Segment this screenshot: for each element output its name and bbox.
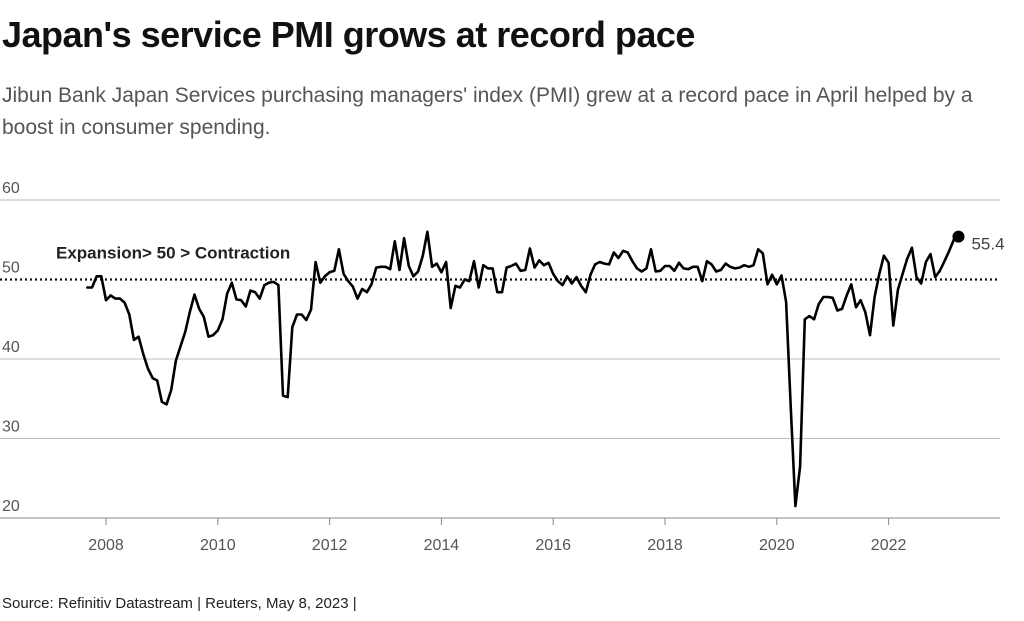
last-point-label: 55.4 xyxy=(971,235,1004,254)
chart-subtitle: Jibun Bank Japan Services purchasing man… xyxy=(2,84,973,139)
last-point-marker xyxy=(952,230,965,243)
y-tick-label: 50 xyxy=(2,260,20,277)
x-tick-label: 2014 xyxy=(424,537,460,554)
x-tick-label: 2020 xyxy=(759,537,795,554)
x-tick-label: 2016 xyxy=(535,537,571,554)
x-axis: 2008 2010 2012 2014 2016 2018 2020 2022 xyxy=(0,517,1000,554)
y-axis-ticks: 60 50 40 30 20 xyxy=(2,180,20,515)
x-tick-label: 2018 xyxy=(647,537,683,554)
y-tick-label: 40 xyxy=(2,339,20,356)
source-note: Source: Refinitiv Datastream | Reuters, … xyxy=(2,595,357,612)
x-tick-label: 2010 xyxy=(200,537,236,554)
x-tick-label: 2008 xyxy=(88,537,124,554)
reference-line: Expansion> 50 > Contraction xyxy=(0,244,1000,281)
chart-title: Japan's service PMI grows at record pace xyxy=(2,14,695,55)
reference-line-label: Expansion> 50 > Contraction xyxy=(56,244,290,263)
x-tick-label: 2012 xyxy=(312,537,348,554)
series-line xyxy=(86,230,960,508)
x-tick-label: 2022 xyxy=(871,537,907,554)
series-group: 55.4 xyxy=(86,230,1005,508)
y-tick-label: 60 xyxy=(2,180,20,197)
y-tick-label: 20 xyxy=(2,498,20,515)
y-tick-label: 30 xyxy=(2,419,20,436)
